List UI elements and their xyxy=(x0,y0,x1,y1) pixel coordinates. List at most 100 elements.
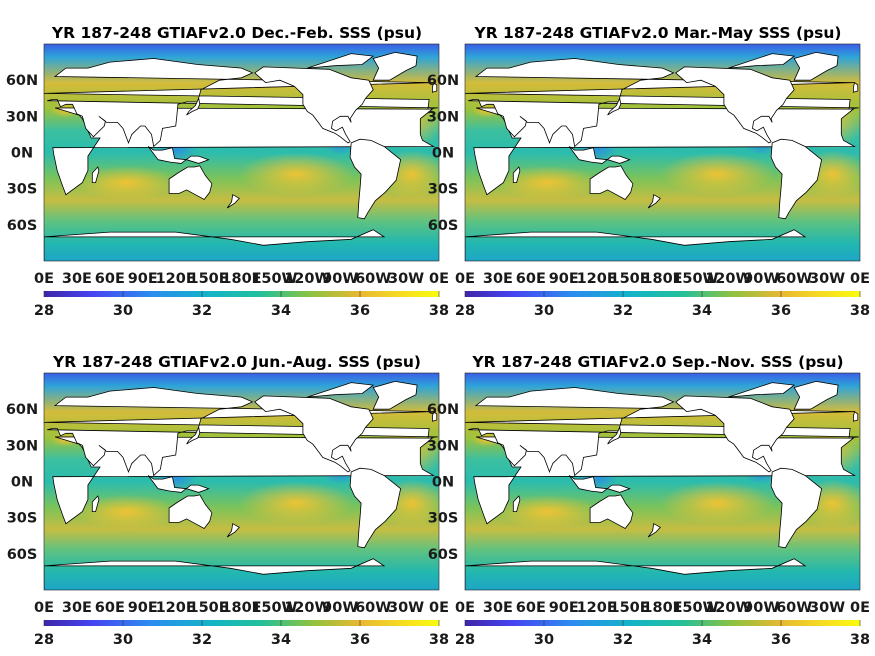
lon-tick-label: 180E xyxy=(642,271,682,287)
land-uk xyxy=(432,410,438,422)
land-australia xyxy=(168,494,213,530)
land-australia xyxy=(589,165,634,201)
lon-tick-label: 90W xyxy=(743,271,779,287)
lon-tick-label: 90W xyxy=(322,600,358,616)
panel-title: YR 187-248 GTIAFv2.0 Sep.-Nov. SSS (psu) xyxy=(471,353,843,371)
land-south-america xyxy=(349,467,402,549)
land-japan xyxy=(186,425,201,445)
lon-tick-label: 30E xyxy=(483,271,513,287)
lon-tick-label: 120W xyxy=(284,600,330,616)
map-frame xyxy=(464,43,861,262)
lon-tick-label: 120E xyxy=(156,271,196,287)
panel-djf: YR 187-248 GTIAFv2.0 Dec.-Feb. SSS (psu)… xyxy=(6,24,449,319)
lon-tick-label: 90E xyxy=(549,600,579,616)
colorbar-tick-label: 36 xyxy=(350,303,370,319)
land-north-america xyxy=(254,66,374,144)
lat-tick-label: 30S xyxy=(7,182,38,198)
map-frame xyxy=(43,372,440,591)
land-eurasia xyxy=(465,58,859,148)
colorbar-tick-label: 32 xyxy=(192,303,212,319)
lon-tick-label: 30W xyxy=(809,271,845,287)
land-japan xyxy=(607,96,622,116)
land-indonesia xyxy=(568,475,631,493)
salinity-feature xyxy=(494,494,600,529)
lon-tick-label: 0E xyxy=(34,600,54,616)
colorbar-tick-label: 30 xyxy=(534,632,554,648)
lon-tick-label: 90W xyxy=(322,271,358,287)
land-japan xyxy=(607,425,622,445)
colorbar-tick-label: 34 xyxy=(692,303,712,319)
land-masses xyxy=(465,380,859,590)
land-indonesia xyxy=(147,475,210,493)
lon-tick-label: 60E xyxy=(516,600,546,616)
colorbar-tick-label: 32 xyxy=(613,303,633,319)
salinity-feature xyxy=(73,165,179,200)
land-newzealand xyxy=(647,523,661,538)
lon-tick-label: 60W xyxy=(776,600,812,616)
lon-tick-label: 60E xyxy=(95,271,125,287)
land-south-america xyxy=(349,138,402,220)
lat-tick-label: 0N xyxy=(432,475,454,491)
panel-title: YR 187-248 GTIAFv2.0 Mar.-May SSS (psu) xyxy=(474,24,842,42)
land-eurasia xyxy=(44,387,438,477)
lon-tick-label: 60E xyxy=(95,600,125,616)
colorbar-tick-label: 36 xyxy=(771,303,791,319)
lon-tick-label: 120W xyxy=(705,271,751,287)
land-newzealand xyxy=(647,194,661,209)
land-australia xyxy=(589,494,634,530)
lon-tick-label: 150W xyxy=(672,271,718,287)
lat-tick-label: 60N xyxy=(427,402,459,418)
lon-tick-label: 30W xyxy=(388,271,424,287)
land-newzealand xyxy=(226,194,240,209)
lat-tick-label: 30N xyxy=(6,438,38,454)
lat-tick-label: 0N xyxy=(11,475,33,491)
land-eurasia xyxy=(465,387,859,477)
lon-tick-label: 60W xyxy=(776,271,812,287)
land-arctic-islands xyxy=(307,382,375,398)
land-madagascar xyxy=(91,166,100,183)
lon-tick-label: 150E xyxy=(188,271,228,287)
lon-tick-label: 30E xyxy=(62,271,92,287)
lon-tick-label: 150E xyxy=(609,600,649,616)
salinity-feature xyxy=(660,152,775,196)
land-south-america xyxy=(770,467,823,549)
lon-tick-label: 90W xyxy=(743,600,779,616)
lat-tick-label: 0N xyxy=(11,146,33,162)
lon-tick-label: 60E xyxy=(516,271,546,287)
lon-tick-label: 120W xyxy=(705,600,751,616)
lon-tick-label: 60W xyxy=(355,271,391,287)
colorbar xyxy=(465,620,860,626)
land-madagascar xyxy=(512,166,521,183)
colorbar-tick-label: 28 xyxy=(455,632,475,648)
land-uk xyxy=(853,410,859,422)
lon-tick-label: 90E xyxy=(128,271,158,287)
lat-tick-label: 30S xyxy=(7,511,38,527)
lon-tick-label: 150E xyxy=(609,271,649,287)
colorbar-tick-label: 28 xyxy=(34,303,54,319)
colorbar-tick-label: 32 xyxy=(192,632,212,648)
lat-tick-label: 60N xyxy=(6,402,38,418)
lon-tick-label: 180E xyxy=(221,600,261,616)
land-masses xyxy=(465,51,859,261)
lon-tick-label: 0E xyxy=(455,271,475,287)
land-eurasia xyxy=(44,58,438,148)
lon-tick-label: 180E xyxy=(221,271,261,287)
lat-tick-label: 60S xyxy=(7,218,38,234)
lon-tick-label: 60W xyxy=(355,600,391,616)
lat-tick-label: 60S xyxy=(428,547,459,563)
salinity-feature xyxy=(660,481,775,525)
lon-tick-label: 120E xyxy=(577,271,617,287)
panel-title: YR 187-248 GTIAFv2.0 Jun.-Aug. SSS (psu) xyxy=(52,353,421,371)
colorbar-tick-label: 34 xyxy=(271,303,291,319)
colorbar-tick-label: 32 xyxy=(613,632,633,648)
panel-son: YR 187-248 GTIAFv2.0 Sep.-Nov. SSS (psu)… xyxy=(427,353,870,648)
map-frame xyxy=(464,372,861,591)
land-greenland xyxy=(793,51,839,81)
colorbar xyxy=(44,291,439,297)
lon-tick-label: 120E xyxy=(577,600,617,616)
colorbar-tick-label: 38 xyxy=(429,632,449,648)
land-arctic-islands xyxy=(728,382,796,398)
lon-tick-label: 0E xyxy=(429,600,449,616)
lon-tick-label: 90E xyxy=(549,271,579,287)
